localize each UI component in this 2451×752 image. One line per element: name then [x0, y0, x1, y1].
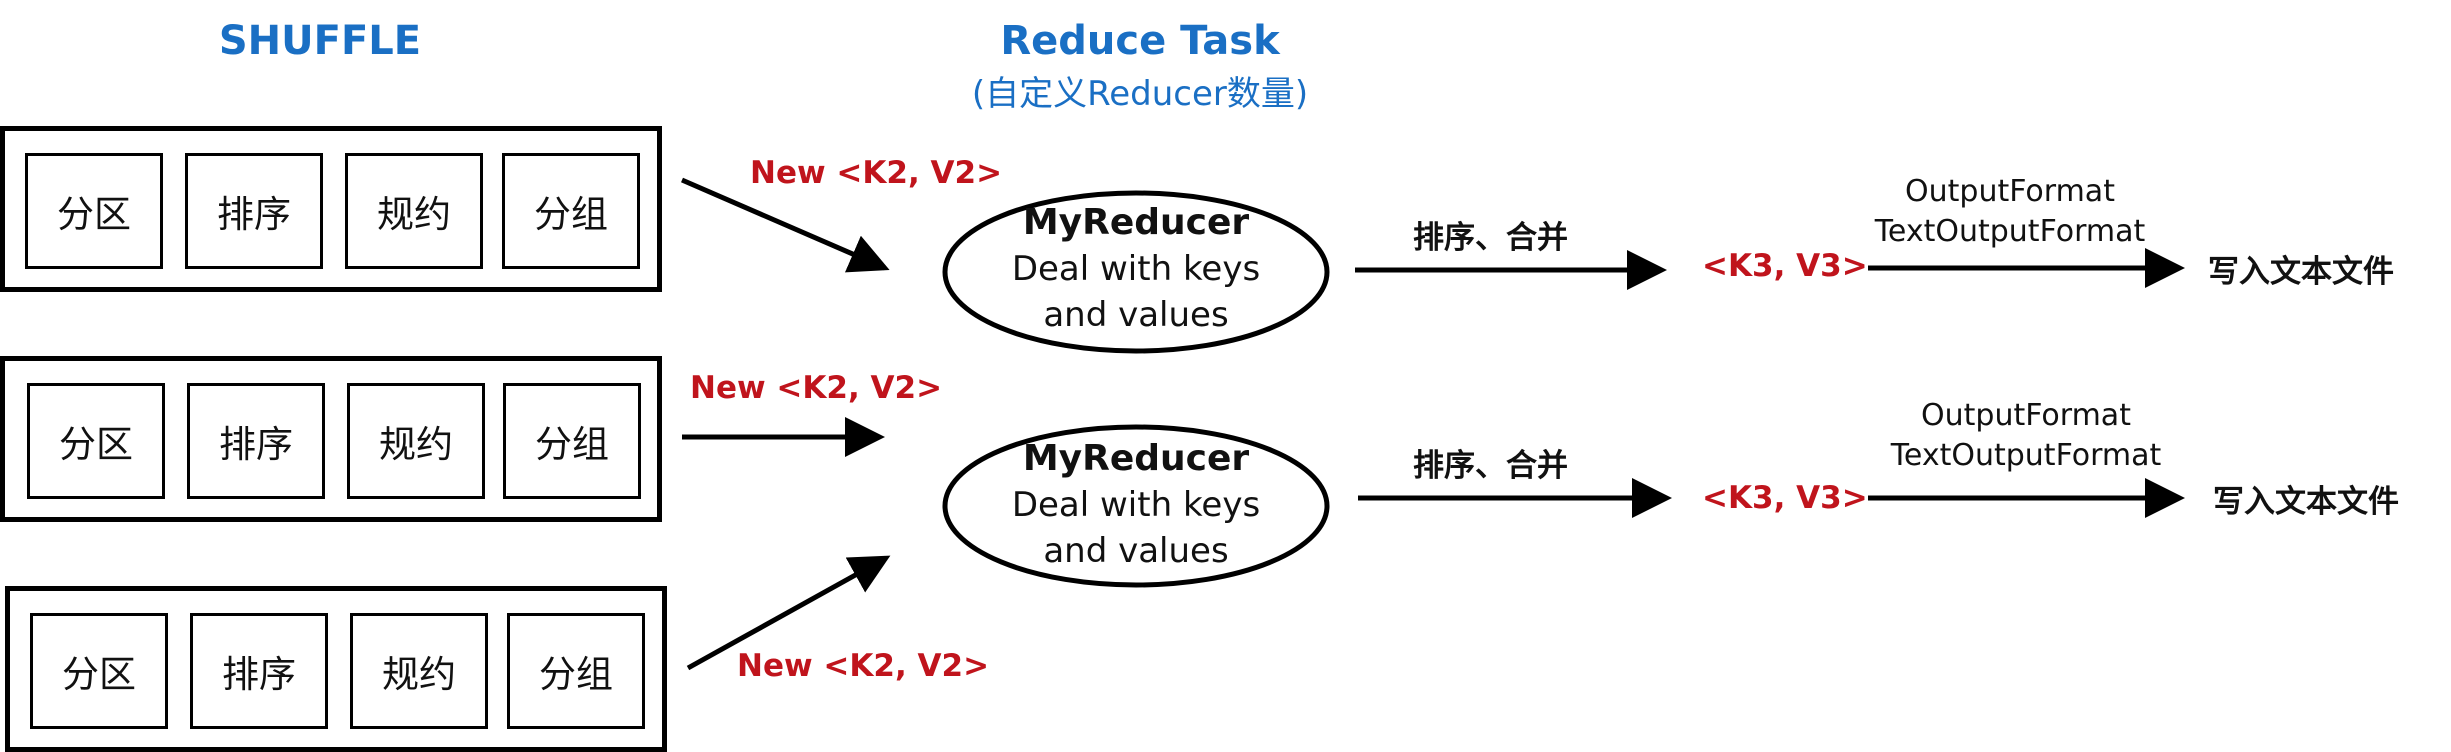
- shuffle-cell-group: 分组: [503, 383, 641, 499]
- write-text-file-label-1: 写入文本文件: [2208, 254, 2394, 290]
- text-output-format: TextOutputFormat: [1890, 438, 2162, 473]
- output-kv-label-2: <K3, V3>: [1702, 480, 1868, 516]
- shuffle-cell-partition: 分区: [27, 383, 165, 499]
- output-format-label-1: OutputFormat TextOutputFormat: [1860, 172, 2160, 252]
- reducer-desc-line1: Deal with keys: [1011, 485, 1261, 525]
- text-output-format: TextOutputFormat: [1874, 214, 2146, 249]
- shuffle-group-2: 分区 排序 规约 分组: [0, 356, 662, 522]
- output-format: OutputFormat: [1921, 398, 2131, 433]
- new-kv-label-1: New <K2, V2>: [750, 155, 1003, 191]
- shuffle-title: SHUFFLE: [218, 18, 422, 64]
- new-kv-label-2: New <K2, V2>: [690, 370, 943, 406]
- write-text-file-label-2: 写入文本文件: [2213, 484, 2399, 520]
- shuffle-cell-combine: 规约: [345, 153, 483, 269]
- reduce-task-subtitle: (自定义Reducer数量): [971, 74, 1309, 114]
- shuffle-cell-group: 分组: [502, 153, 640, 269]
- shuffle-cell-combine: 规约: [347, 383, 485, 499]
- sort-merge-label-1: 排序、合并: [1413, 220, 1568, 256]
- shuffle-cell-partition: 分区: [30, 613, 168, 729]
- shuffle-cell-group: 分组: [507, 613, 645, 729]
- reducer-desc-line1: Deal with keys: [1011, 249, 1261, 289]
- reduce-task-title: Reduce Task: [1000, 18, 1280, 64]
- shuffle-cell-combine: 规约: [350, 613, 488, 729]
- reducer-desc-line2: and values: [1043, 295, 1229, 335]
- shuffle-cell-sort: 排序: [185, 153, 323, 269]
- sort-merge-label-2: 排序、合并: [1413, 448, 1568, 484]
- output-format: OutputFormat: [1905, 174, 2115, 209]
- reducer-name: MyReducer: [1022, 202, 1250, 243]
- reducer-ellipse-2: [942, 424, 1330, 588]
- reducer-1-text: MyReducer Deal with keys and values: [946, 200, 1326, 338]
- shuffle-cell-partition: 分区: [25, 153, 163, 269]
- arrow-shuffle1-to-reducer: [681, 177, 890, 273]
- shuffle-group-1: 分区 排序 规约 分组: [0, 126, 662, 292]
- output-kv-label-1: <K3, V3>: [1702, 248, 1868, 284]
- shuffle-cell-sort: 排序: [190, 613, 328, 729]
- reducer-desc-line2: and values: [1043, 531, 1229, 571]
- new-kv-label-3: New <K2, V2>: [737, 648, 990, 684]
- reducer-2-text: MyReducer Deal with keys and values: [946, 436, 1326, 574]
- reducer-ellipse-1: [942, 190, 1330, 354]
- arrow-shuffle3-to-reducer: [686, 555, 891, 671]
- shuffle-cell-sort: 排序: [187, 383, 325, 499]
- reducer-name: MyReducer: [1022, 438, 1250, 479]
- output-format-label-2: OutputFormat TextOutputFormat: [1876, 396, 2176, 476]
